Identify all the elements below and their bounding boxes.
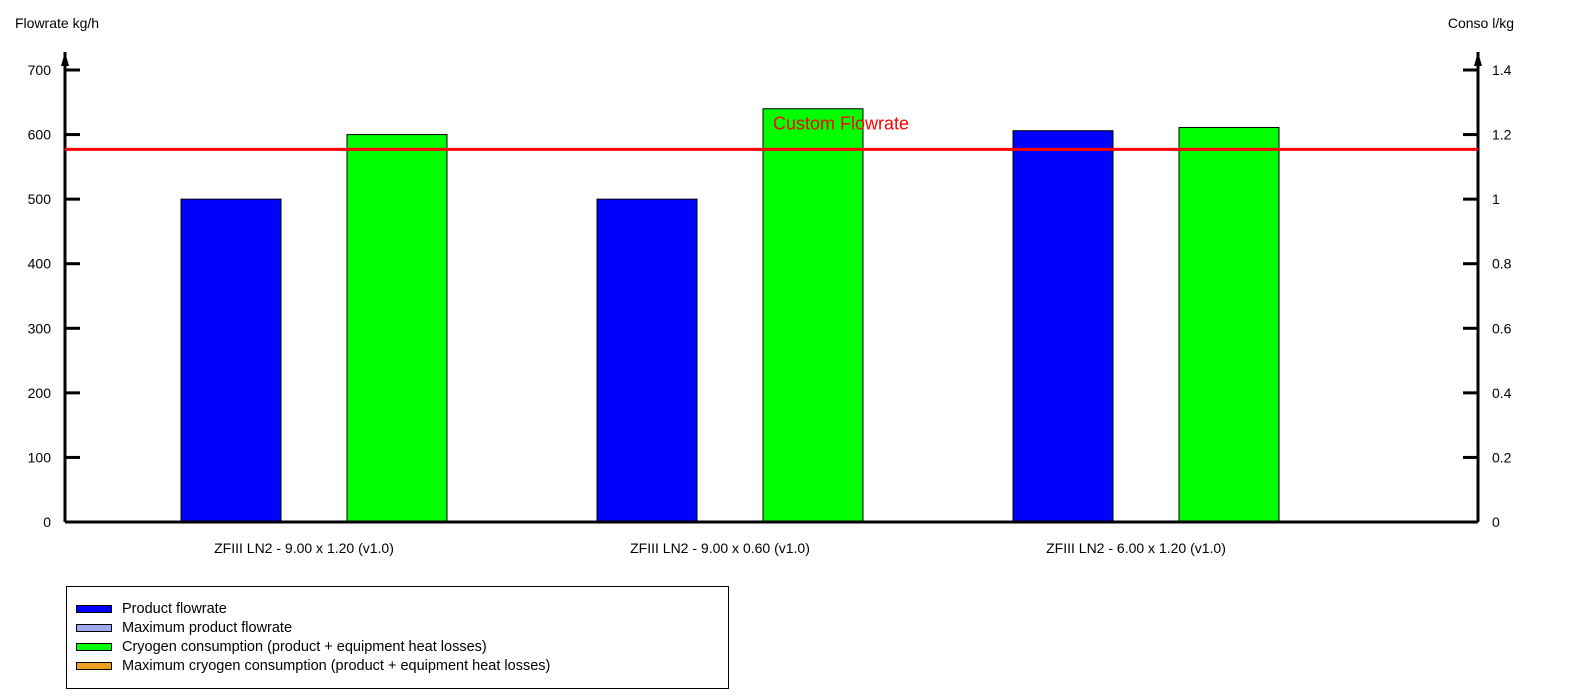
legend-swatch	[76, 605, 112, 613]
legend-item: Cryogen consumption (product + equipment…	[76, 638, 487, 656]
left-tick-label: 200	[28, 385, 52, 401]
legend-label: Product flowrate	[122, 601, 227, 617]
left-tick-label: 100	[28, 449, 52, 465]
left-tick-label: 500	[28, 191, 52, 207]
category-label: ZFIII LN2 - 6.00 x 1.20 (v1.0)	[1046, 540, 1226, 556]
legend-swatch	[76, 662, 112, 670]
legend-item: Maximum cryogen consumption (product + e…	[76, 657, 550, 675]
legend-label: Cryogen consumption (product + equipment…	[122, 639, 487, 655]
legend-item: Maximum product flowrate	[76, 619, 292, 637]
category-labels-group: ZFIII LN2 - 9.00 x 1.20 (v1.0) ZFIII LN2 …	[214, 540, 1226, 556]
legend: Product flowrate Maximum product flowrat…	[66, 586, 729, 689]
left-tick-label: 300	[28, 320, 52, 336]
reference-line-group: Custom Flowrate	[65, 113, 1478, 151]
right-tick-label: 0.8	[1492, 256, 1512, 272]
custom-flowrate-label: Custom Flowrate	[773, 113, 909, 133]
bar-product-flowrate	[596, 198, 698, 523]
bar-cryogen-consumption	[762, 108, 864, 523]
legend-label: Maximum product flowrate	[122, 620, 293, 636]
right-axis-arrow	[1474, 52, 1482, 66]
right-tick-label: 0.6	[1492, 320, 1512, 336]
left-axis-arrow	[61, 52, 69, 66]
right-tick-label: 0.4	[1492, 385, 1512, 401]
right-tick-label: 1.4	[1492, 62, 1512, 78]
bars-group	[180, 108, 1280, 523]
legend-label: Maximum cryogen consumption (product + e…	[122, 658, 551, 674]
bar-product-flowrate	[1012, 130, 1114, 523]
right-tick-label: 1.2	[1492, 127, 1512, 143]
left-axis-title: Flowrate kg/h	[15, 15, 99, 31]
legend-item: Product flowrate	[76, 600, 227, 618]
left-tick-label: 600	[28, 127, 52, 143]
legend-swatch	[76, 624, 112, 632]
bar-product-flowrate	[180, 198, 282, 523]
left-tick-label: 0	[43, 514, 51, 530]
axes-group	[61, 52, 1482, 524]
ticks-group: 0 100 200 300 400 500 600 700 0 0.2 0.4 0.6 0.8 1 1.2 1…	[28, 62, 1512, 530]
right-axis-title: Conso l/kg	[1448, 15, 1514, 31]
left-tick-label: 700	[28, 62, 52, 78]
legend-swatch	[76, 643, 112, 651]
bar-cryogen-consumption	[1178, 126, 1280, 523]
category-label: ZFIII LN2 - 9.00 x 1.20 (v1.0)	[214, 540, 394, 556]
right-tick-label: 1	[1492, 191, 1500, 207]
right-tick-label: 0.2	[1492, 449, 1512, 465]
category-label: ZFIII LN2 - 9.00 x 0.60 (v1.0)	[630, 540, 810, 556]
right-tick-label: 0	[1492, 514, 1500, 530]
left-tick-label: 400	[28, 256, 52, 272]
bar-cryogen-consumption	[346, 134, 448, 523]
